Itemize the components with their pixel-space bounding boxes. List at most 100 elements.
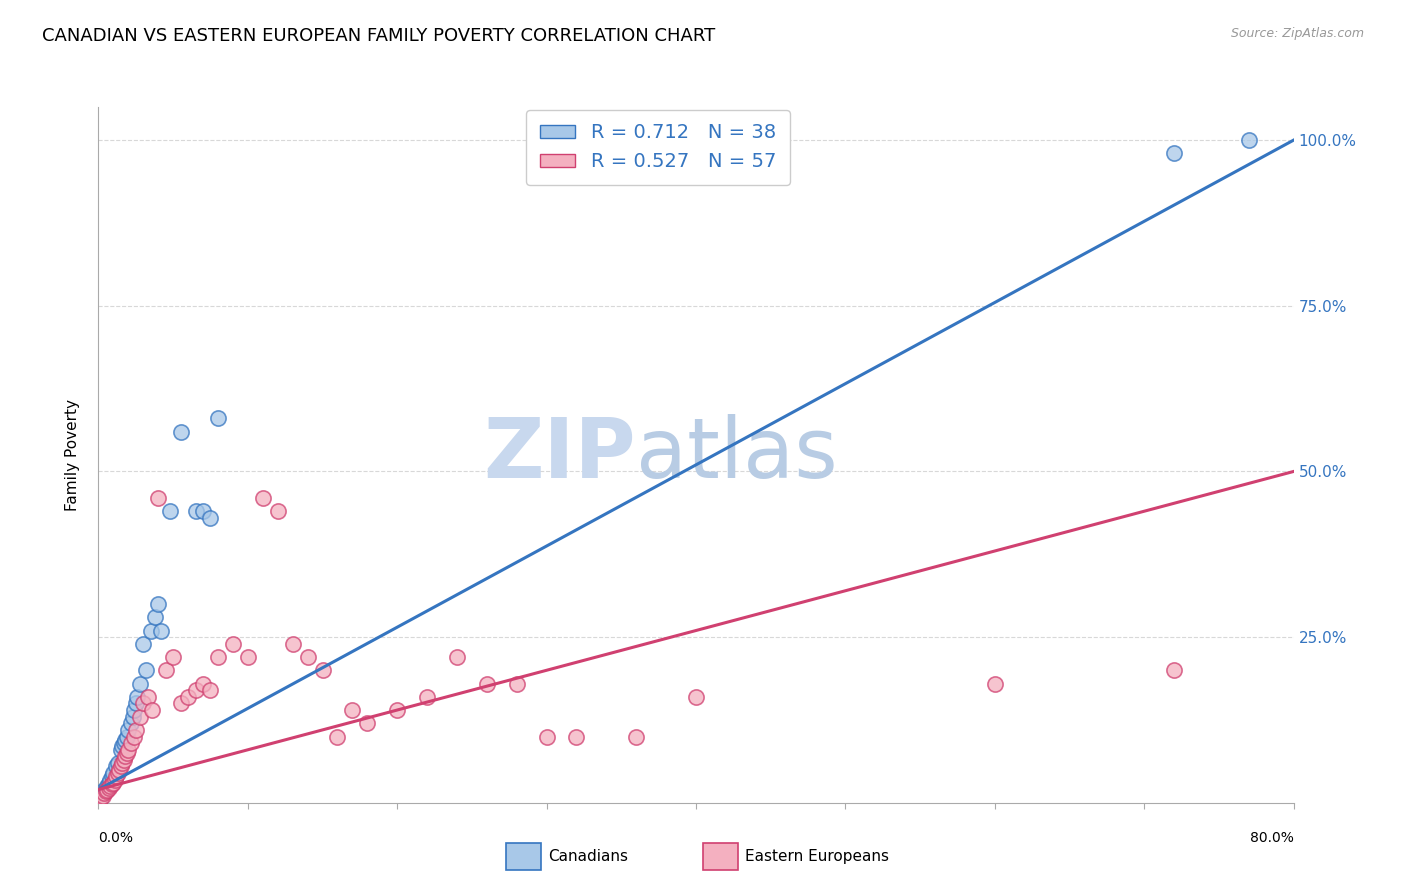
Point — [191, 504, 214, 518]
Point — [416, 690, 439, 704]
Point — [139, 624, 162, 638]
Point — [97, 776, 120, 790]
Point — [141, 703, 163, 717]
Point — [446, 650, 468, 665]
Point — [155, 663, 177, 677]
Point — [107, 766, 129, 780]
Point — [281, 637, 304, 651]
Point — [100, 772, 122, 787]
Point — [125, 723, 148, 737]
Point — [107, 756, 129, 770]
Point — [159, 504, 181, 518]
Point — [100, 779, 122, 793]
Point — [385, 703, 409, 717]
Point — [112, 753, 135, 767]
Point — [89, 792, 111, 806]
Text: ZIP: ZIP — [484, 415, 637, 495]
Legend: R = 0.712   N = 38, R = 0.527   N = 57: R = 0.712 N = 38, R = 0.527 N = 57 — [526, 110, 790, 185]
Point — [112, 736, 135, 750]
Point — [132, 697, 155, 711]
Point — [111, 756, 134, 770]
Point — [114, 749, 136, 764]
Point — [1163, 146, 1185, 161]
Point — [565, 730, 588, 744]
Point — [101, 777, 124, 791]
Point — [89, 792, 111, 806]
Point — [200, 683, 222, 698]
Point — [297, 650, 319, 665]
Point — [536, 730, 558, 744]
Y-axis label: Family Poverty: Family Poverty — [65, 399, 80, 511]
Point — [136, 690, 159, 704]
Point — [207, 411, 229, 425]
Point — [132, 637, 155, 651]
Text: Canadians: Canadians — [548, 849, 628, 863]
Text: atlas: atlas — [637, 415, 838, 495]
Point — [200, 511, 222, 525]
Point — [150, 624, 173, 638]
Point — [117, 743, 139, 757]
Point — [148, 491, 170, 505]
Point — [90, 789, 112, 804]
Point — [184, 683, 207, 698]
Point — [222, 637, 245, 651]
Point — [169, 425, 191, 439]
Point — [115, 730, 138, 744]
Point — [1237, 133, 1260, 147]
Point — [90, 790, 112, 805]
Point — [207, 650, 229, 665]
Point — [110, 743, 132, 757]
Point — [267, 504, 290, 518]
Point — [1163, 663, 1185, 677]
Point — [105, 759, 128, 773]
Point — [162, 650, 184, 665]
Point — [103, 766, 125, 780]
Point — [120, 736, 142, 750]
Point — [191, 676, 214, 690]
Point — [117, 723, 139, 737]
Point — [124, 730, 146, 744]
Text: CANADIAN VS EASTERN EUROPEAN FAMILY POVERTY CORRELATION CHART: CANADIAN VS EASTERN EUROPEAN FAMILY POVE… — [42, 27, 716, 45]
Point — [108, 763, 131, 777]
Point — [685, 690, 707, 704]
Point — [91, 786, 114, 800]
Point — [148, 597, 170, 611]
Point — [110, 759, 132, 773]
Point — [135, 663, 157, 677]
Point — [129, 676, 152, 690]
Point — [626, 730, 648, 744]
Point — [105, 769, 128, 783]
Point — [984, 676, 1007, 690]
Point — [91, 789, 114, 804]
Point — [120, 716, 142, 731]
Point — [124, 703, 146, 717]
Point — [94, 784, 117, 798]
Point — [342, 703, 364, 717]
Text: 0.0%: 0.0% — [98, 830, 134, 845]
Point — [252, 491, 274, 505]
Point — [93, 786, 115, 800]
Point — [94, 782, 117, 797]
Point — [169, 697, 191, 711]
Point — [127, 690, 149, 704]
Point — [121, 709, 143, 723]
Text: Eastern Europeans: Eastern Europeans — [745, 849, 889, 863]
Point — [101, 769, 124, 783]
Point — [96, 782, 118, 797]
Point — [356, 716, 378, 731]
Point — [97, 781, 120, 796]
Point — [143, 610, 166, 624]
Point — [111, 739, 134, 754]
Point — [129, 709, 152, 723]
Point — [326, 730, 349, 744]
Point — [177, 690, 200, 704]
Point — [506, 676, 529, 690]
Point — [93, 782, 115, 797]
Point — [104, 772, 127, 787]
Point — [125, 697, 148, 711]
Point — [115, 746, 138, 760]
Point — [236, 650, 259, 665]
Text: Source: ZipAtlas.com: Source: ZipAtlas.com — [1230, 27, 1364, 40]
Point — [311, 663, 333, 677]
Point — [103, 776, 125, 790]
